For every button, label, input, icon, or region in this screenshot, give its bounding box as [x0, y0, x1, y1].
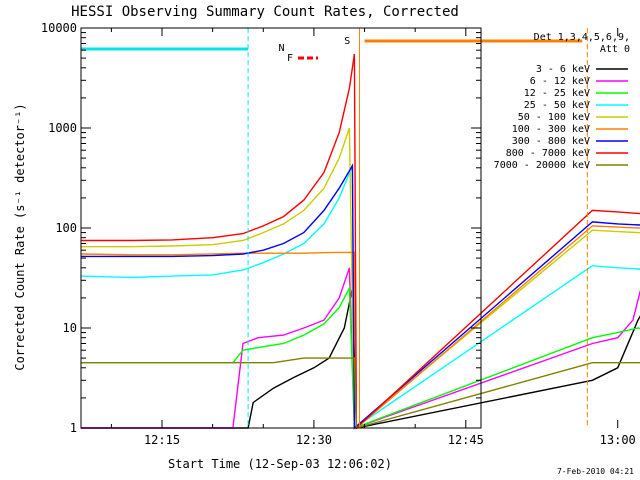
x-tick-label-2: 12:45: [448, 433, 484, 447]
y-tick-labels: 1 10 100 1000 10000: [41, 21, 77, 435]
legend-header-line-2: Att 0: [600, 44, 630, 55]
chart-title: HESSI Observing Summary Count Rates, Cor…: [71, 4, 459, 20]
night-label: N: [278, 43, 284, 54]
x-tick-label-1: 12:30: [296, 433, 332, 447]
series-line-3: [80, 165, 640, 430]
x-tick-label-0: 12:15: [144, 433, 180, 447]
y-tick-label-3: 1000: [48, 121, 77, 135]
y-tick-label-0: 1: [70, 421, 77, 435]
y-tick-label-1: 10: [63, 321, 77, 335]
legend-label-7: 800 - 7000 keV: [506, 148, 590, 159]
legend-header-line-1: Det 1,3,4,5,6,9,: [534, 32, 630, 43]
saa-label: S: [344, 36, 350, 47]
legend-label-0: 3 - 6 keV: [536, 64, 590, 75]
series-line-7: [81, 53, 640, 430]
y-tick-label-4: 10000: [41, 21, 77, 35]
legend-label-3: 25 - 50 keV: [524, 100, 590, 111]
series-line-1: [81, 267, 640, 429]
legend-label-2: 12 - 25 keV: [524, 88, 590, 99]
legend-label-4: 50 - 100 keV: [518, 112, 590, 123]
y-tick-label-2: 100: [55, 221, 77, 235]
legend-label-5: 100 - 300 keV: [512, 124, 590, 135]
legend-label-1: 6 - 12 keV: [530, 76, 590, 87]
series-line-4: [81, 127, 640, 430]
y-axis-label: Corrected Count Rate (s⁻¹ detector⁻¹): [13, 103, 27, 370]
series-line-0: [81, 288, 640, 429]
series-line-8: [81, 357, 640, 429]
flare-label: F: [287, 53, 293, 64]
series-line-6: [81, 163, 640, 430]
series-line-5: [80, 225, 640, 430]
tick-marks: [81, 28, 619, 429]
series-layer: [80, 53, 640, 430]
legend-label-8: 7000 - 20000 keV: [494, 160, 590, 171]
footer-date: 7-Feb-2010 04:21: [557, 467, 634, 476]
legend-label-6: 300 - 800 keV: [512, 136, 590, 147]
plot-area: N S F: [80, 27, 640, 430]
x-tick-label-3: 13:00: [600, 433, 636, 447]
x-axis-label: Start Time (12-Sep-03 12:06:02): [168, 457, 392, 471]
series-line-2: [81, 285, 640, 430]
